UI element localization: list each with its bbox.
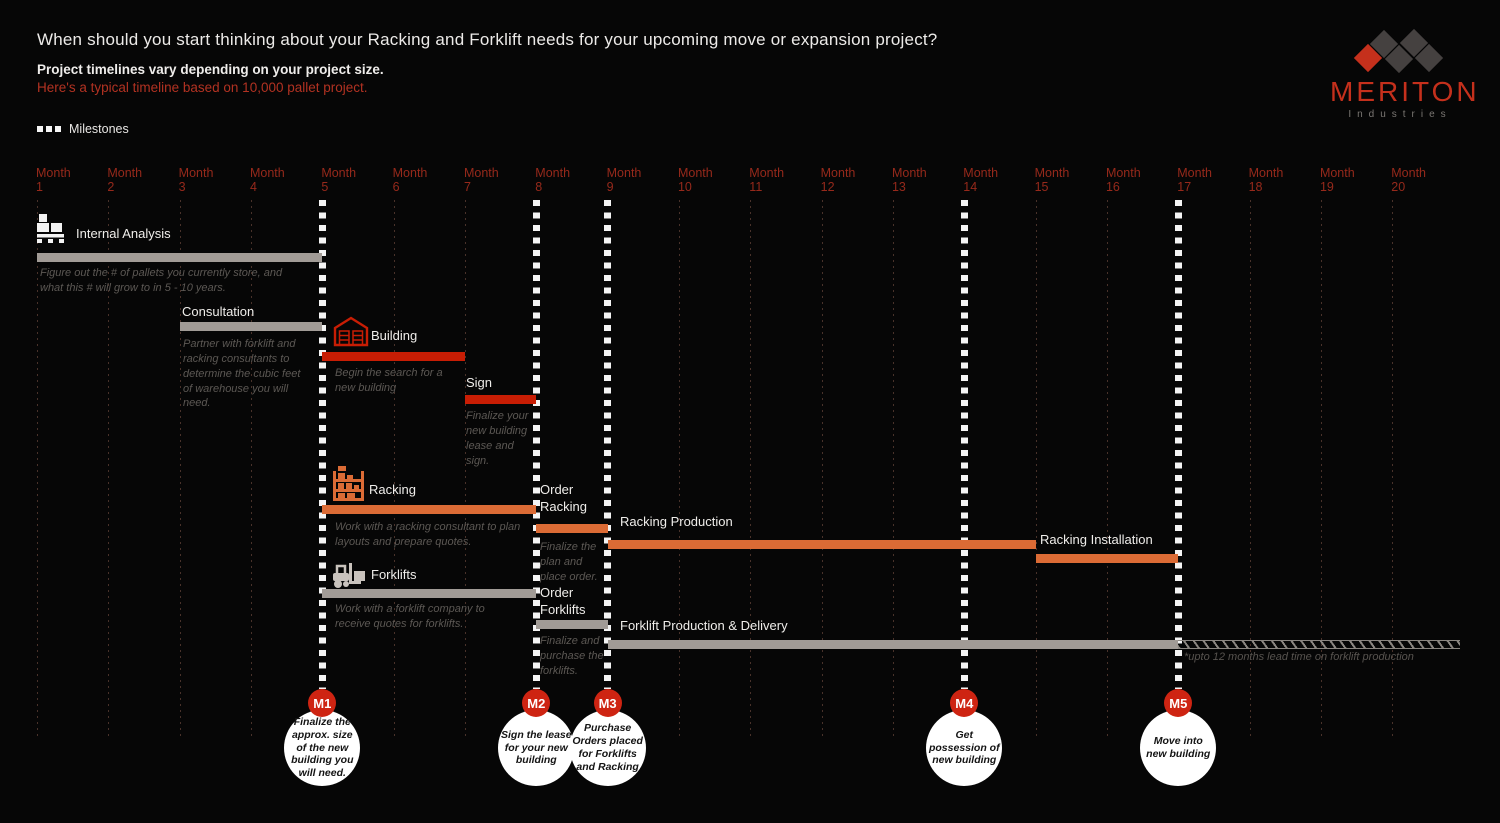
month-label-2: Month 2: [107, 166, 143, 195]
milestones-legend: Milestones: [37, 122, 129, 136]
month-label-15: Month 15: [1034, 166, 1070, 195]
task-label-internal-analysis: Internal Analysis: [76, 226, 171, 241]
milestone-line-9: [604, 200, 612, 689]
milestone-badge-M4: M4: [950, 689, 979, 717]
month-label-6: Month 6: [392, 166, 428, 195]
task-label-racking-production: Racking Production: [620, 514, 733, 529]
task-bar-forklifts: [322, 589, 537, 598]
task-bar-racking-installation: [1035, 554, 1179, 563]
grid-line-16: [1106, 200, 1108, 740]
milestone-badge-M3: M3: [593, 689, 622, 717]
milestone-badge-M1: M1: [308, 689, 337, 717]
task-bar-order-racking: [536, 524, 608, 533]
month-label-20: Month 20: [1391, 166, 1427, 195]
task-bar-forklift-production-delivery-leadtime: [1178, 640, 1460, 649]
footnote: *upto 12 months lead time on forklift pr…: [1184, 651, 1414, 663]
pallet-icon: [37, 213, 70, 249]
milestone-badge-M2: M2: [522, 689, 551, 717]
month-label-7: Month 7: [463, 166, 499, 195]
month-label-18: Month 18: [1248, 166, 1284, 195]
milestone-line-5: [318, 200, 326, 689]
month-label-1: Month 1: [36, 166, 71, 195]
task-bar-internal-analysis: [37, 253, 323, 262]
milestone-note-M4: Get possession of new building: [926, 710, 1003, 786]
company-logo: MERITON Industries: [1330, 28, 1480, 120]
grid-line-18: [1249, 200, 1251, 740]
task-desc-sign: Finalize your new building lease and sig…: [466, 410, 529, 467]
rack-icon: [333, 466, 364, 506]
month-label-3: Month 3: [178, 166, 214, 195]
milestone-line-8: [532, 200, 540, 689]
task-label-building: Building: [371, 328, 418, 343]
month-label-11: Month 11: [749, 166, 785, 195]
task-desc-order-forklifts: Finalize and purchase the forklifts.: [540, 635, 604, 677]
subtitle-accent: Here's a typical timeline based on 10,00…: [37, 80, 368, 95]
grid-line-11: [750, 200, 752, 740]
task-bar-forklift-production-delivery: [607, 640, 1179, 649]
subtitle: Project timelines vary depending on your…: [37, 62, 384, 77]
task-bar-order-forklifts: [536, 620, 608, 629]
month-label-16: Month 16: [1105, 166, 1141, 195]
grid-line-7: [464, 200, 466, 740]
milestone-dashes-icon: [37, 126, 61, 132]
task-desc-building: Begin the search for a new building: [335, 367, 443, 394]
grid-line-2: [108, 200, 110, 740]
logo-name: MERITON: [1330, 76, 1480, 107]
legend-label: Milestones: [69, 122, 129, 136]
milestone-line-17: [1174, 200, 1182, 689]
milestone-note-M2: Sign the lease for your new building: [498, 710, 575, 786]
month-label-13: Month 13: [891, 166, 927, 195]
grid-line-12: [821, 200, 823, 740]
grid-line-4: [250, 200, 252, 740]
month-label-8: Month 8: [535, 166, 571, 195]
month-label-9: Month 9: [606, 166, 642, 195]
month-label-14: Month 14: [963, 166, 999, 195]
grid-line-20: [1392, 200, 1394, 740]
task-desc-racking: Work with a racking consultant to plan l…: [335, 521, 521, 548]
task-bar-racking: [322, 505, 537, 514]
task-label-forklift-production-delivery: Forklift Production & Delivery: [620, 618, 788, 633]
milestone-badge-M5: M5: [1164, 689, 1193, 717]
task-label-racking-installation: Racking Installation: [1040, 532, 1153, 547]
month-label-17: Month 17: [1177, 166, 1213, 195]
milestone-note-M3: Purchase Orders placed for Forklifts and…: [569, 710, 646, 786]
task-label-sign: Sign: [466, 375, 493, 390]
task-desc-consultation: Partner with forklift and racking consul…: [183, 338, 301, 410]
task-label-order-racking: Order Racking: [540, 482, 587, 514]
task-label-forklifts: Forklifts: [371, 567, 417, 582]
grid-line-10: [678, 200, 680, 740]
grid-line-13: [892, 200, 894, 740]
task-label-consultation: Consultation: [182, 304, 255, 319]
task-bar-consultation: [179, 322, 323, 331]
month-label-4: Month 4: [249, 166, 285, 195]
page-title: When should you start thinking about you…: [37, 30, 938, 49]
grid-line-6: [393, 200, 395, 740]
grid-line-15: [1035, 200, 1037, 740]
warehouse-icon: [333, 316, 369, 352]
logo-subname: Industries: [1348, 109, 1452, 120]
forklift-icon: [332, 560, 369, 594]
logo-diamonds-icon: [1330, 28, 1470, 74]
month-label-12: Month 12: [820, 166, 856, 195]
task-desc-internal-analysis: Figure out the # of pallets you currentl…: [40, 267, 283, 294]
task-bar-sign: [464, 395, 537, 404]
task-label-racking: Racking: [369, 482, 416, 497]
month-label-5: Month 5: [321, 166, 357, 195]
task-desc-order-racking: Finalize the plan and place order.: [540, 541, 598, 583]
milestone-note-M5: Move into new building: [1140, 710, 1217, 786]
task-bar-racking-production: [607, 540, 1036, 549]
task-label-order-forklifts: Order Forklifts: [540, 585, 586, 617]
task-bar-building: [322, 352, 465, 361]
grid-line-19: [1320, 200, 1322, 740]
grid-line-1: [37, 200, 38, 740]
task-desc-forklifts: Work with a forklift company to receive …: [335, 603, 485, 630]
milestone-line-14: [960, 200, 968, 689]
month-label-10: Month 10: [677, 166, 713, 195]
grid-line-3: [179, 200, 181, 740]
month-label-19: Month 19: [1319, 166, 1355, 195]
milestone-note-M1: Finalize the approx. size of the new bui…: [284, 710, 361, 786]
